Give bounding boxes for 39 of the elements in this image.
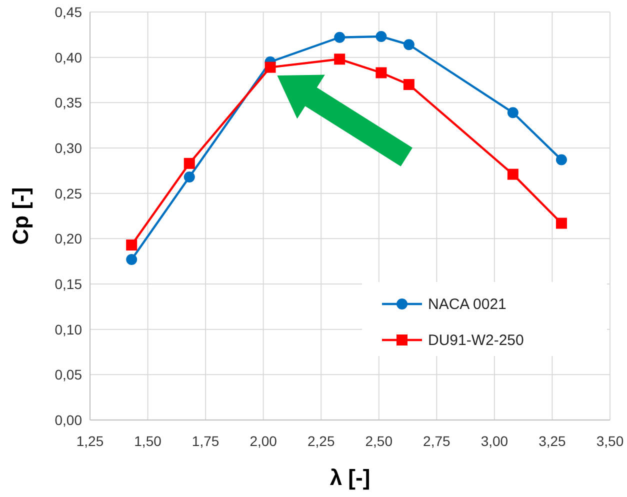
point bbox=[376, 67, 387, 78]
legend-label: DU91-W2-250 bbox=[428, 332, 524, 349]
x-tick-label: 2,00 bbox=[250, 433, 278, 449]
x-tick-label: 3,00 bbox=[480, 433, 508, 449]
point bbox=[403, 79, 414, 90]
point bbox=[184, 172, 195, 183]
y-tick-label: 0,30 bbox=[54, 140, 82, 156]
y-axis-title: Cp [-] bbox=[8, 187, 33, 245]
point bbox=[126, 254, 138, 266]
y-tick-label: 0,10 bbox=[54, 321, 82, 338]
x-tick-label: 2,75 bbox=[423, 433, 451, 449]
y-tick-label: 0,00 bbox=[54, 412, 82, 428]
point bbox=[126, 240, 138, 251]
point bbox=[556, 218, 567, 229]
y-tick-label: 0,25 bbox=[54, 185, 82, 202]
point bbox=[507, 168, 518, 180]
point bbox=[334, 54, 346, 65]
y-tick-label: 0,05 bbox=[54, 366, 82, 383]
point bbox=[403, 39, 414, 50]
x-tick-label: 2,50 bbox=[365, 433, 393, 449]
y-tick-label: 0,45 bbox=[54, 4, 82, 20]
point bbox=[507, 107, 518, 118]
x-tick-label: 3,50 bbox=[596, 433, 624, 449]
legend-label: NACA 0021 bbox=[428, 296, 506, 313]
x-axis-title: λ [-] bbox=[330, 465, 370, 490]
x-tick-label: 2,25 bbox=[307, 433, 335, 449]
x-tick-label: 1,25 bbox=[76, 433, 104, 449]
y-tick-label: 0,15 bbox=[54, 276, 82, 292]
point bbox=[376, 30, 387, 42]
x-tick-label: 1,50 bbox=[134, 433, 162, 449]
point bbox=[184, 158, 195, 169]
point bbox=[334, 32, 346, 43]
y-tick-label: 0,40 bbox=[54, 49, 82, 66]
y-tick-label: 0,35 bbox=[54, 94, 82, 111]
x-tick-label: 3,25 bbox=[538, 433, 566, 449]
y-tick-label: 0,20 bbox=[54, 230, 82, 247]
point bbox=[556, 154, 567, 166]
x-tick-label: 1,75 bbox=[192, 433, 220, 449]
point bbox=[264, 62, 276, 73]
